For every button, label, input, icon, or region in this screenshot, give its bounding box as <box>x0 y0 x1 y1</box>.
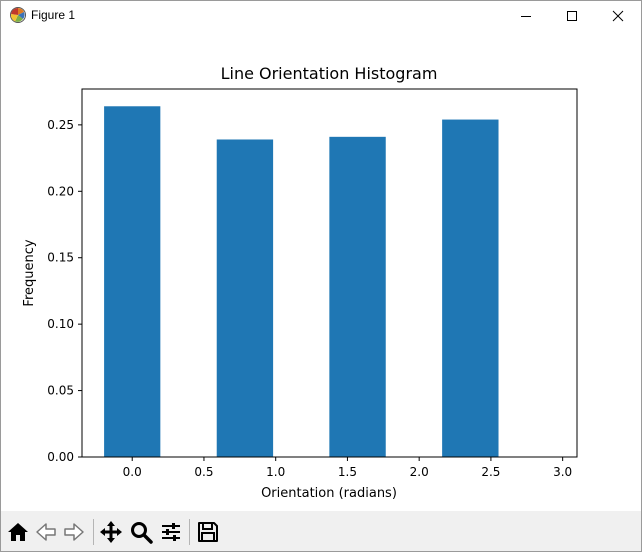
toolbar-separator <box>93 519 94 545</box>
histogram-bar-2 <box>216 139 274 457</box>
x-tick-label: 0.5 <box>194 465 213 479</box>
histogram-bar-1 <box>104 106 161 458</box>
y-tick-label: 0.00 <box>47 450 74 464</box>
x-tick-label: 2.5 <box>481 465 500 479</box>
x-tick-label: 1.0 <box>266 465 285 479</box>
y-tick-label: 0.10 <box>47 317 74 331</box>
navigation-toolbar <box>1 511 641 551</box>
x-axis-label: Orientation (radians) <box>261 486 397 501</box>
save-button[interactable] <box>195 519 221 545</box>
x-tick-label: 1.5 <box>338 465 357 479</box>
y-tick-label: 0.05 <box>47 384 74 398</box>
x-axis-ticks: 0.0 0.5 1.0 1.5 2.0 2.5 3.0 <box>123 457 572 479</box>
pan-button[interactable] <box>98 519 124 545</box>
y-tick-label: 0.25 <box>47 118 74 132</box>
configure-subplots-button[interactable] <box>158 519 184 545</box>
window-title: Figure 1 <box>31 8 76 22</box>
toolbar-separator <box>189 519 190 545</box>
back-button[interactable] <box>33 519 59 545</box>
axes-frame <box>81 88 578 458</box>
minimize-icon <box>521 16 531 17</box>
zoom-button[interactable] <box>128 519 154 545</box>
y-axis-label: Frequency <box>22 239 37 306</box>
x-tick-label: 0.0 <box>123 465 142 479</box>
close-icon <box>612 10 624 22</box>
histogram-bar-4 <box>442 119 499 457</box>
forward-button[interactable] <box>61 519 87 545</box>
forward-arrow-icon <box>64 523 84 541</box>
back-arrow-icon <box>36 523 56 541</box>
y-tick-label: 0.20 <box>47 184 74 198</box>
zoom-magnifier-icon <box>131 522 153 544</box>
chart-title: Line Orientation Histogram <box>221 64 438 83</box>
minimize-button[interactable] <box>503 1 549 31</box>
matplotlib-icon <box>10 7 26 23</box>
figure-canvas[interactable]: Line Orientation Histogram 0.0 0.5 1.0 1.5 2… <box>1 31 641 511</box>
y-tick-label: 0.15 <box>47 251 74 265</box>
histogram-bar-3 <box>329 136 386 457</box>
x-tick-label: 3.0 <box>553 465 572 479</box>
maximize-icon <box>567 11 577 21</box>
x-tick-label: 2.0 <box>410 465 429 479</box>
histogram-chart: Line Orientation Histogram 0.0 0.5 1.0 1.5 2… <box>22 64 578 501</box>
pan-move-icon <box>100 521 122 543</box>
bar-group <box>104 106 499 458</box>
title-bar[interactable]: Figure 1 <box>1 1 641 31</box>
home-button[interactable] <box>5 519 31 545</box>
y-axis-ticks: 0.00 0.05 0.10 0.15 0.20 0.25 <box>47 118 82 464</box>
close-button[interactable] <box>595 1 641 31</box>
home-icon <box>8 523 28 541</box>
maximize-button[interactable] <box>549 1 595 31</box>
configure-subplots-icon <box>162 523 180 541</box>
save-floppy-icon <box>198 522 218 542</box>
